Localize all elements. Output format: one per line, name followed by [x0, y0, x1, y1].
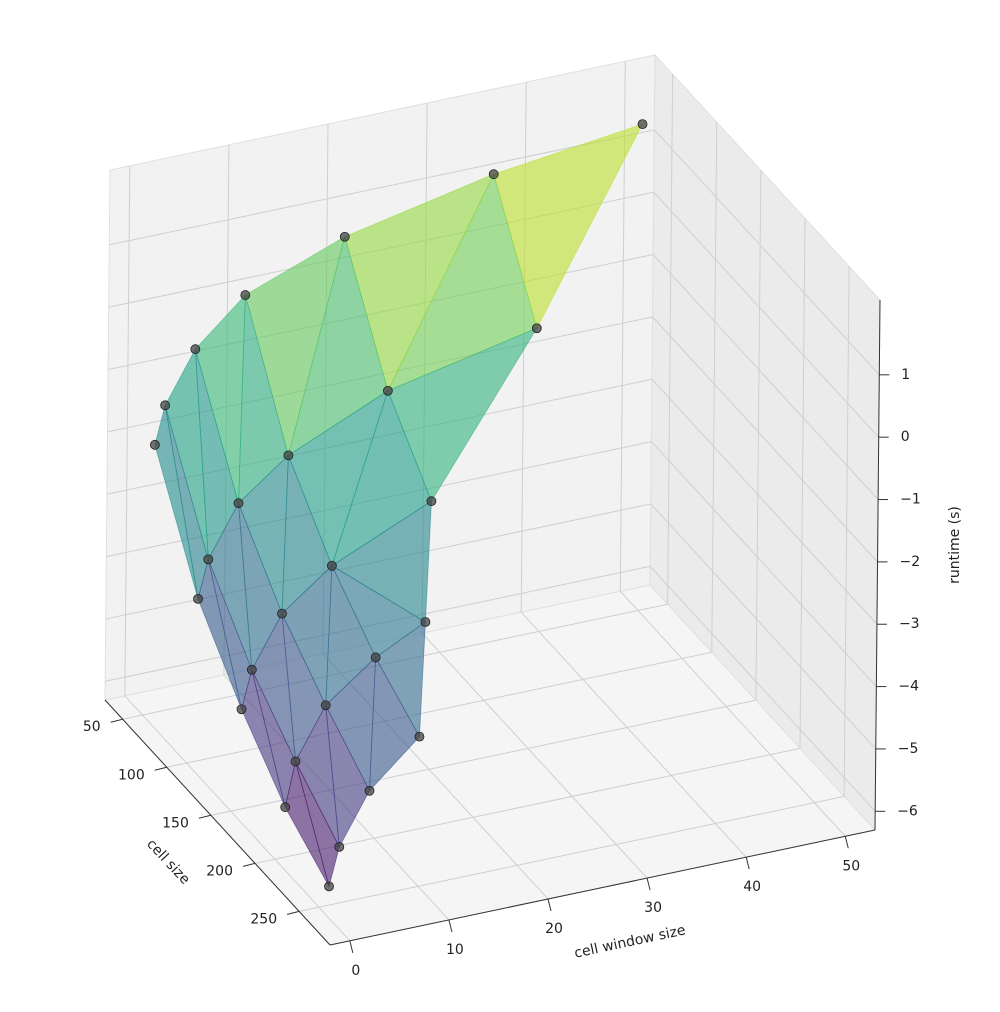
surface-facet [325, 705, 370, 849]
grid-line [649, 565, 876, 812]
tick-mark [242, 862, 256, 867]
y-tick-label: 0 [351, 963, 360, 979]
tick-mark [646, 877, 651, 891]
data-point [382, 385, 393, 396]
data-point [531, 323, 542, 334]
grid-line [653, 129, 880, 376]
grid-line [711, 122, 718, 653]
data-point [327, 560, 337, 571]
tick-mark [110, 718, 123, 723]
y-axis-line [329, 829, 876, 946]
tick-mark [448, 919, 453, 933]
data-point [160, 400, 171, 411]
z-tick-label: −3 [899, 616, 920, 632]
grid-line [843, 266, 850, 797]
data-point [370, 652, 381, 663]
grid-line [124, 695, 351, 942]
x-tick-label: 250 [250, 911, 277, 927]
grid-line [651, 378, 878, 625]
grid-line [653, 191, 880, 438]
tick-mark [286, 910, 300, 915]
x-axis-line [104, 699, 331, 946]
data-point [190, 344, 201, 355]
data-point [637, 119, 648, 130]
data-point [320, 700, 331, 711]
z-tick-label: 1 [901, 367, 910, 383]
grid-line [650, 441, 877, 687]
tick-mark [844, 836, 849, 849]
data-point [203, 554, 214, 565]
x-tick-label: 200 [206, 863, 233, 879]
tick-mark [745, 857, 750, 870]
z-tick-label: −5 [898, 741, 919, 757]
tick-mark [547, 898, 552, 912]
tick-mark [349, 940, 354, 953]
data-point [364, 785, 375, 796]
data-point [283, 450, 294, 461]
y-tick-label: 30 [644, 900, 662, 916]
grid-line [254, 747, 801, 864]
y-tick-label: 50 [842, 858, 860, 874]
z-tick-label: −4 [898, 679, 919, 695]
grid-line [755, 170, 762, 701]
data-point [339, 231, 350, 242]
data-point [426, 496, 437, 507]
z-tick-label: −2 [900, 554, 921, 570]
data-point [277, 608, 287, 619]
grid-line [421, 632, 648, 879]
grid-line [520, 611, 747, 858]
data-point [240, 290, 251, 300]
data-point [236, 704, 247, 715]
data-point [420, 617, 431, 627]
data-point [334, 841, 345, 852]
tick-mark [154, 766, 167, 771]
data-point [414, 731, 425, 742]
data-point [488, 169, 499, 180]
surface-facet [295, 761, 340, 888]
grid-line [667, 74, 674, 605]
x-tick-label: 150 [162, 815, 189, 831]
y-axis-label: cell window size [573, 922, 687, 961]
grid-line [619, 590, 846, 837]
data-point [193, 593, 203, 604]
data-point [233, 498, 244, 509]
data-point [246, 664, 257, 675]
grid-line [299, 795, 845, 912]
grid-line [652, 316, 878, 563]
grid-line [650, 503, 877, 750]
grid-line [109, 129, 655, 246]
z-axis-label: runtime (s) [947, 506, 963, 584]
y-tick-label: 10 [446, 942, 464, 958]
z-tick-label: −1 [900, 492, 921, 508]
surface-facet [369, 655, 420, 792]
grid-line [799, 218, 806, 749]
z-axis-line [874, 299, 881, 831]
data-point [324, 881, 334, 892]
grid-line [166, 651, 712, 768]
data-point [290, 756, 301, 767]
grid-line [124, 165, 131, 696]
y-tick-label: 40 [743, 879, 761, 895]
grid-line [652, 254, 879, 500]
z-tick-label: 0 [901, 429, 910, 445]
tick-mark [198, 814, 212, 819]
x-tick-label: 100 [118, 767, 145, 783]
x-tick-label: 50 [83, 719, 101, 735]
y-tick-label: 20 [545, 921, 563, 937]
z-tick-label: −6 [897, 803, 918, 819]
x-axis-label: cell size [143, 836, 193, 888]
data-point [280, 802, 291, 813]
data-point [150, 439, 160, 450]
